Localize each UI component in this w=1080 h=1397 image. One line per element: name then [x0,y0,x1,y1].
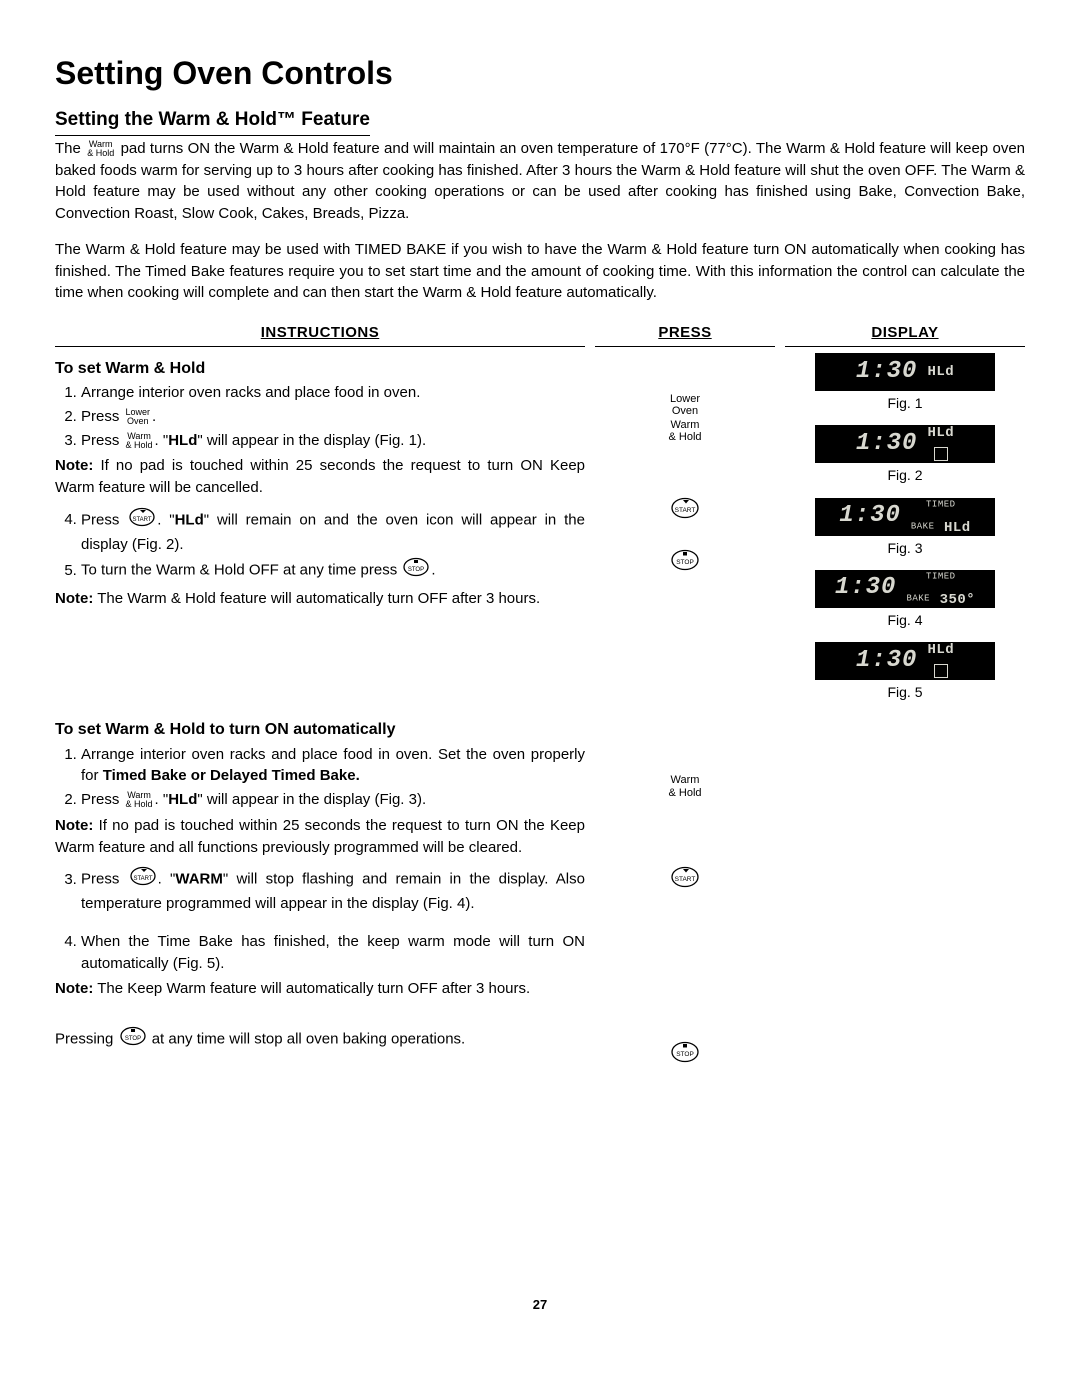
section-a-note-1: Note: If no pad is touched within 25 sec… [55,455,585,499]
stop-icon: STOP [402,557,430,584]
fig-4-label: Fig. 4 [785,610,1025,630]
section-a-step-3: Press Warm& Hold. "HLd" will appear in t… [81,430,585,452]
subtitle: Setting the Warm & Hold™ Feature [55,106,370,136]
svg-text:START: START [675,876,696,883]
start-icon: START [670,866,700,895]
fig-5-label: Fig. 5 [785,682,1025,702]
section-b-step-4: When the Time Bake has finished, the kee… [81,931,585,975]
page-title: Setting Oven Controls [55,50,1025,96]
display-fig-3: 1:30 TIMEDBAKE HLd [815,498,995,536]
start-icon: START [670,497,700,526]
section-a-step-5: To turn the Warm & Hold OFF at any time … [81,557,585,584]
warm-hold-pad-inline: Warm& Hold [126,791,153,809]
section-b-title: To set Warm & Hold to turn ON automatica… [55,718,585,741]
warm-hold-pad-inline: Warm& Hold [126,432,153,450]
fig-3-label: Fig. 3 [785,538,1025,558]
section-b-last: Pressing STOP at any time will stop all … [55,1026,585,1053]
svg-text:STOP: STOP [676,1051,694,1058]
start-icon: START [129,866,157,893]
stop-icon: STOP [670,549,700,578]
display-fig-2: 1:30 HLd [815,425,995,463]
section-a-note-2: Note: The Warm & Hold feature will autom… [55,588,585,610]
display-fig-4: 1:30 TIMEDBAKE 350° [815,570,995,608]
instructions-section-b: To set Warm & Hold to turn ON automatica… [55,714,585,1075]
svg-text:START: START [133,517,152,523]
stop-icon: STOP [119,1026,147,1053]
press-section-b: Warm& Hold START STOP [595,714,775,1075]
press-warm-hold: Warm& Hold [595,419,775,443]
display-section-a: 1:30 HLd Fig. 1 1:30 HLd Fig. 2 1:30 TIM… [785,353,1025,714]
page-number: 27 [55,1296,1025,1315]
press-section-a: LowerOven Warm& Hold START STOP [595,353,775,714]
section-b-step-2: Press Warm& Hold. "HLd" will appear in t… [81,789,585,811]
section-a-title: To set Warm & Hold [55,357,585,380]
col-header-instructions: INSTRUCTIONS [55,322,585,347]
press-lower-oven: LowerOven [595,393,775,417]
press-warm-hold-b: Warm& Hold [595,774,775,798]
section-a-step-1: Arrange interior oven racks and place fo… [81,382,585,404]
instructions-section-a: To set Warm & Hold Arrange interior oven… [55,353,585,714]
svg-text:STOP: STOP [124,1036,140,1042]
intro-para-2: The Warm & Hold feature may be used with… [55,239,1025,304]
oven-icon [934,664,948,678]
svg-text:STOP: STOP [408,567,424,573]
fig-2-label: Fig. 2 [785,465,1025,485]
col-header-display: DISPLAY [785,322,1025,347]
section-a-step-4: Press START. "HLd" will remain on and th… [81,507,585,556]
col-header-press: PRESS [595,322,775,347]
display-fig-5: 1:30 HLd [815,642,995,680]
oven-icon [934,447,948,461]
section-b-step-1: Arrange interior oven racks and place fo… [81,744,585,788]
section-a-step-2: Press LowerOven. [81,406,585,428]
start-icon: START [128,507,156,534]
display-fig-1: 1:30 HLd [815,353,995,391]
intro-para-1: The Warm& Hold pad turns ON the Warm & H… [55,138,1025,225]
section-b-note-1: Note: If no pad is touched within 25 sec… [55,815,585,859]
svg-text:START: START [675,507,696,514]
section-b-step-3: Press START. "WARM" will stop flashing a… [81,866,585,915]
warm-hold-pad-inline: Warm& Hold [87,140,114,158]
stop-icon: STOP [670,1041,700,1070]
section-b-note-2: Note: The Keep Warm feature will automat… [55,978,585,1000]
svg-text:START: START [133,876,152,882]
lower-oven-pad-inline: LowerOven [126,408,151,426]
fig-1-label: Fig. 1 [785,393,1025,413]
intro-block: Setting the Warm & Hold™ Feature The War… [55,106,1025,304]
svg-text:STOP: STOP [676,559,694,566]
